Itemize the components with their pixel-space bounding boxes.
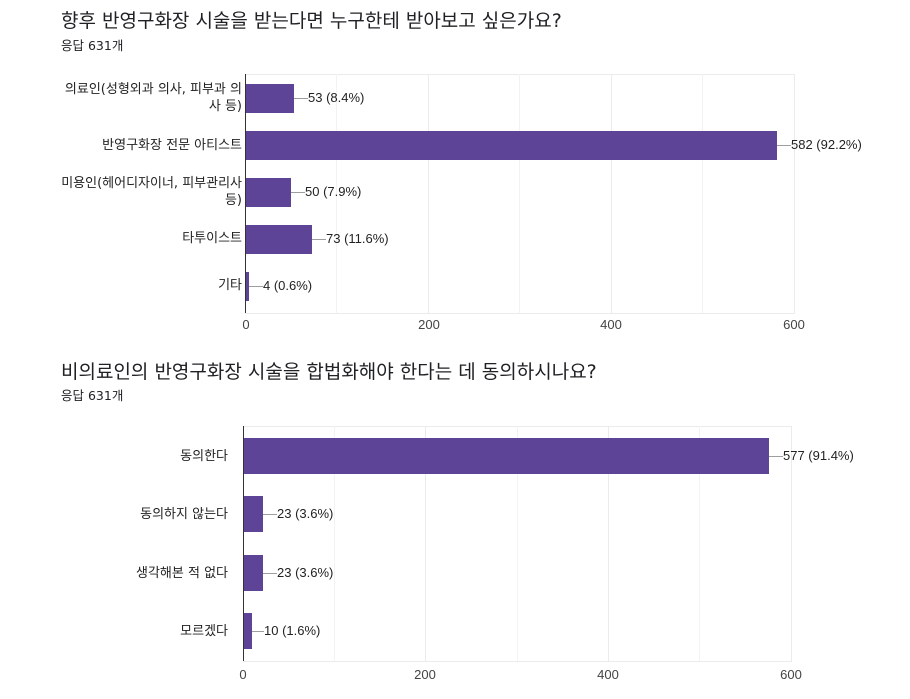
category-label: 타투이스트 [182, 231, 242, 246]
gridline [517, 426, 518, 661]
gridline [611, 74, 612, 313]
bar-tattooist[interactable] [245, 225, 312, 254]
chart-1-plot-area: 53 (8.4%) 582 (92.2%) 50 (7.9%) 73 (11.6… [245, 74, 862, 314]
gridline [519, 74, 520, 313]
value-label: 577 (91.4%) [783, 448, 854, 463]
value-leader [263, 514, 277, 515]
gridline [699, 426, 700, 661]
value-label: 4 (0.6%) [263, 278, 313, 293]
category-label-line: 미용인(헤어디자이너, 피부관리사 [61, 176, 242, 191]
category-label-line: 등) [224, 193, 242, 208]
value-label: 53 (8.4%) [308, 90, 365, 105]
category-label: 동의한다 [180, 449, 228, 464]
value-label: 582 (92.2%) [791, 137, 862, 152]
gridline [702, 74, 703, 313]
chart-2-response-count: 응답 631개 [61, 388, 124, 403]
gridline [428, 74, 429, 313]
category-label-line: 사 등) [208, 99, 242, 114]
bar-medical[interactable] [245, 84, 294, 113]
category-label: 생각해본 적 없다 [136, 566, 228, 581]
bar-disagree[interactable] [243, 496, 263, 532]
chart-1-response-count: 응답 631개 [61, 38, 124, 53]
value-leader [294, 98, 308, 99]
y-axis [245, 74, 246, 313]
category-label-line: 의료인(성형외과 의사, 피부과 의 [64, 82, 242, 97]
x-tick: 400 [597, 667, 619, 682]
value-leader [291, 192, 305, 193]
x-tick: 200 [414, 667, 436, 682]
gridline [334, 426, 335, 661]
x-tick: 200 [418, 317, 440, 332]
bar-dont-know[interactable] [243, 613, 252, 649]
value-leader [252, 631, 264, 632]
chart-2-title: 비의료인의 반영구화장 시술을 합법화해야 한다는 데 동의하시나요? [61, 361, 597, 383]
chart-1-title: 향후 반영구화장 시술을 받는다면 누구한테 받아보고 싶은가요? [61, 10, 562, 32]
gridline [336, 74, 337, 313]
value-label: 50 (7.9%) [305, 184, 362, 199]
category-label: 미용인(헤어디자이너, 피부관리사 등) [61, 175, 242, 209]
gridline [425, 426, 426, 661]
value-leader [263, 573, 277, 574]
category-label: 동의하지 않는다 [140, 507, 228, 522]
value-leader [312, 239, 326, 240]
x-tick: 400 [600, 317, 622, 332]
bar-never-thought[interactable] [243, 555, 263, 591]
category-label: 반영구화장 전문 아티스트 [102, 138, 242, 153]
value-label: 10 (1.6%) [264, 623, 321, 638]
bar-agree[interactable] [243, 438, 769, 474]
value-leader [777, 145, 791, 146]
bar-other[interactable] [245, 272, 249, 301]
value-label: 73 (11.6%) [326, 231, 389, 246]
x-tick: 0 [239, 667, 247, 682]
value-leader [769, 456, 783, 457]
value-label: 23 (3.6%) [277, 506, 334, 521]
category-label: 의료인(성형외과 의사, 피부과 의 사 등) [65, 81, 242, 115]
bar-artist[interactable] [245, 131, 777, 160]
value-label: 23 (3.6%) [277, 565, 334, 580]
x-tick: 600 [780, 667, 802, 682]
x-tick: 0 [242, 317, 250, 332]
x-tick: 600 [783, 317, 805, 332]
category-label: 기타 [218, 278, 242, 293]
category-label: 모르겠다 [180, 624, 228, 639]
bar-beautician[interactable] [245, 178, 291, 207]
gridline [608, 426, 609, 661]
y-axis [243, 426, 244, 661]
chart-2-plot-area: 577 (91.4%) 23 (3.6%) 23 (3.6%) 10 (1.6%… [243, 426, 854, 662]
value-leader [249, 286, 263, 287]
